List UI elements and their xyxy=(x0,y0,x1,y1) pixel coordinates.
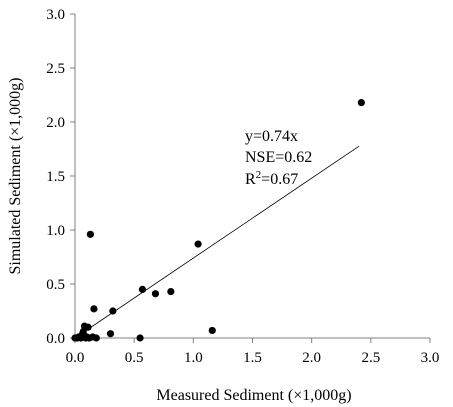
y-tick-label: 0.5 xyxy=(46,277,65,293)
r2-label: R2=0.67 xyxy=(245,169,298,188)
x-tick-label: 0.0 xyxy=(66,350,85,366)
trendline xyxy=(74,145,360,339)
data-point xyxy=(90,305,98,313)
trendline-group xyxy=(74,145,360,339)
x-tick-label: 0.5 xyxy=(125,350,144,366)
r2-value: =0.67 xyxy=(261,171,298,188)
data-point xyxy=(84,323,92,331)
y-tick-label: 1.0 xyxy=(46,223,65,239)
y-axis-title: Simulated Sediment (×1,000g) xyxy=(7,78,24,275)
y-tick-label: 2.0 xyxy=(46,115,65,131)
r2-base: R xyxy=(245,171,256,188)
r2-superscript: 2 xyxy=(256,169,262,181)
data-point xyxy=(357,98,365,107)
equation-label: y=0.74x xyxy=(245,128,298,145)
y-tick-label: 1.5 xyxy=(46,169,65,185)
data-points xyxy=(71,98,365,342)
y-tick-label: 0.0 xyxy=(46,331,65,347)
x-tick-label: 1.5 xyxy=(243,350,262,366)
data-point xyxy=(136,334,144,342)
data-point xyxy=(194,240,202,248)
data-point xyxy=(138,285,147,293)
x-tick-label: 3.0 xyxy=(421,350,440,366)
data-point xyxy=(106,330,115,338)
data-point xyxy=(92,334,100,342)
data-point xyxy=(208,326,216,335)
data-point xyxy=(167,287,175,296)
data-point xyxy=(86,230,94,238)
ticks: 0.0 0.5 1.0 1.5 2.0 2.5 3.0 0.0 0.5 1.0 1.5 2.0 2.5 3… xyxy=(46,7,439,366)
y-tick-label: 2.5 xyxy=(46,61,65,77)
x-axis-title: Measured Sediment (×1,000g) xyxy=(156,387,351,404)
y-tick-label: 3.0 xyxy=(46,7,65,23)
data-point xyxy=(151,290,160,298)
x-tick-label: 1.0 xyxy=(184,350,203,366)
x-tick-label: 2.0 xyxy=(302,350,321,366)
nse-label: NSE=0.62 xyxy=(245,149,312,166)
x-tick-label: 2.5 xyxy=(361,350,380,366)
data-point xyxy=(109,307,117,315)
